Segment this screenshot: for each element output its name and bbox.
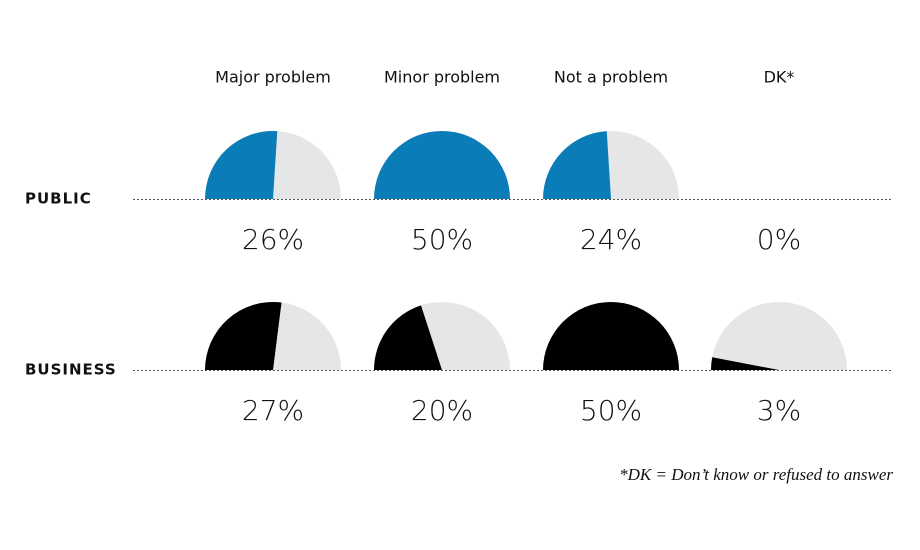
value-label: 20% [411,394,473,427]
footnote: *DK = Don’t know or refused to answer [619,465,893,484]
gauge-wedge [543,302,679,370]
gauge-wedge [374,305,442,370]
gauge-wedge [205,302,282,370]
gauge-wedge [543,131,611,199]
value-label: 26% [242,223,304,256]
category-label: DK* [764,68,795,87]
gauge-wedge [711,357,779,370]
value-label: 50% [580,394,642,427]
category-label: Minor problem [384,68,500,87]
row-label: PUBLIC [25,190,92,208]
value-label: 3% [757,394,801,427]
row-label: BUSINESS [25,361,117,379]
gauge-wedge [374,131,510,199]
category-label: Major problem [215,68,331,87]
value-label: 24% [580,223,642,256]
category-label: Not a problem [554,68,668,87]
value-label: 0% [757,223,801,256]
gauge-background [711,302,847,370]
value-label: 50% [411,223,473,256]
value-label: 27% [242,394,304,427]
gauge-wedge [205,131,278,199]
